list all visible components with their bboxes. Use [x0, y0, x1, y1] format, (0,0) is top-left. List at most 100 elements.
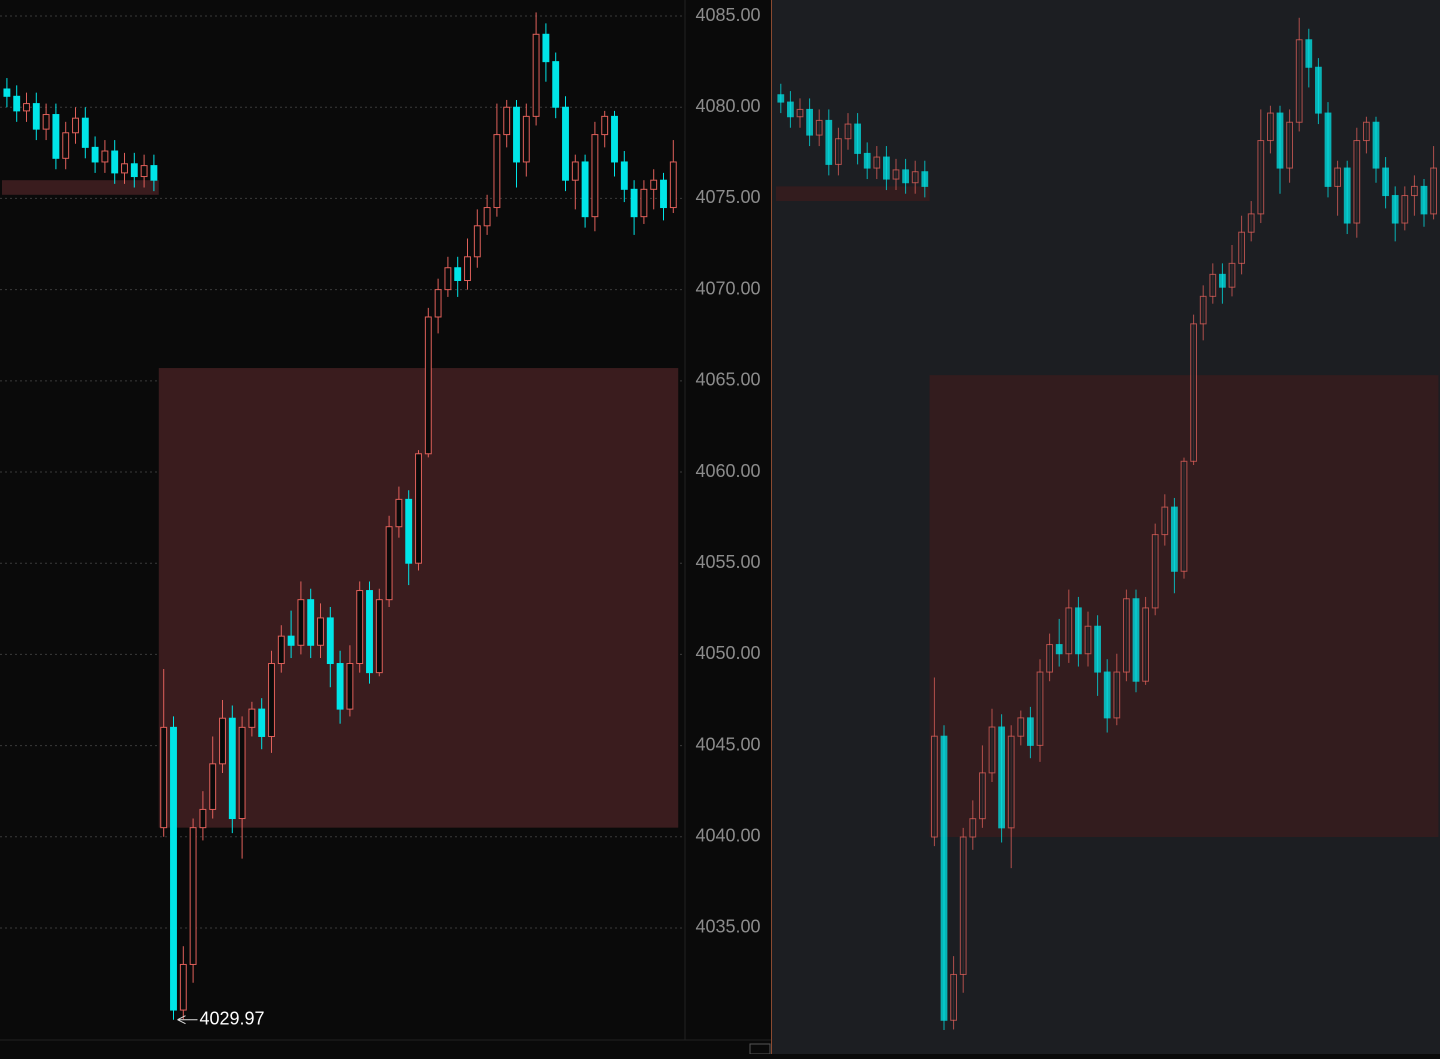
candle-body	[346, 663, 354, 710]
candle-body	[150, 165, 158, 181]
candle-body	[91, 146, 99, 163]
candle-body	[493, 134, 501, 209]
candle-body	[317, 617, 324, 646]
candle-body	[1305, 39, 1313, 68]
candle-body	[640, 188, 648, 218]
candle-body	[892, 169, 900, 180]
candle-body	[1247, 213, 1255, 233]
candle-body	[620, 161, 628, 190]
candle-body	[796, 108, 804, 118]
y-tick-label: 4065.00	[695, 370, 760, 390]
candle-body	[415, 453, 422, 564]
candle-body	[385, 526, 393, 601]
candle-body	[23, 103, 30, 112]
candle-body	[1401, 195, 1409, 224]
candle-body	[969, 818, 977, 838]
candle-body	[32, 103, 40, 130]
candle-body	[121, 163, 128, 174]
candle-body	[921, 171, 929, 187]
candle-body	[998, 726, 1005, 829]
candle-body	[787, 101, 794, 118]
candle-body	[1017, 717, 1025, 737]
candle-body	[1286, 121, 1293, 169]
candle-body	[854, 123, 861, 154]
candle-body	[931, 735, 938, 838]
candle-body	[806, 108, 813, 136]
candle-body	[1199, 295, 1207, 325]
candle-body	[1094, 625, 1101, 673]
candle-body	[1132, 598, 1140, 682]
y-tick-label: 4060.00	[695, 461, 760, 481]
candle-body	[940, 735, 948, 1021]
candle-body	[911, 171, 919, 184]
candle-body	[405, 498, 413, 564]
candle-body	[307, 599, 315, 646]
candle-body	[571, 161, 579, 181]
candle-body	[209, 763, 217, 810]
candle-body	[1027, 717, 1034, 746]
candle-body	[532, 33, 540, 117]
candle-body	[1103, 671, 1111, 719]
candle-body	[883, 156, 890, 180]
candle-body	[815, 119, 823, 136]
candle-body	[277, 635, 285, 665]
candle-body	[825, 119, 833, 165]
candle-body	[552, 61, 560, 108]
candle-body	[1055, 644, 1063, 655]
candle-body	[1430, 167, 1437, 215]
candle-body	[52, 114, 60, 159]
zone	[929, 375, 1439, 838]
candle-body	[1267, 112, 1274, 142]
candle-body	[62, 132, 70, 159]
candle-body	[1420, 185, 1428, 215]
candle-body	[179, 963, 187, 1011]
candle-body	[395, 498, 403, 528]
zone	[2, 180, 159, 195]
candle-body	[189, 827, 197, 965]
candle-body	[669, 161, 677, 209]
candle-body	[835, 138, 842, 165]
candle-body	[1372, 121, 1380, 169]
candle-body	[630, 188, 638, 218]
candle-body	[1123, 598, 1130, 673]
candle-body	[1151, 534, 1159, 609]
candle-body	[454, 267, 462, 282]
candle-body	[434, 289, 442, 318]
candle-body	[3, 88, 11, 97]
candle-body	[650, 179, 658, 190]
candle-body	[81, 117, 89, 148]
candle-body	[581, 161, 589, 218]
low-annotation: 4029.97	[200, 1008, 265, 1028]
y-tick-label: 4045.00	[695, 734, 760, 754]
candle-body	[1007, 735, 1015, 829]
candle-body	[1113, 671, 1121, 719]
candle-body	[1065, 607, 1073, 655]
candle-body	[601, 115, 609, 136]
y-tick-label: 4050.00	[695, 643, 760, 663]
zone	[776, 186, 930, 202]
candle-body	[611, 115, 618, 163]
candle-body	[777, 94, 785, 103]
y-tick-label: 4035.00	[695, 917, 760, 937]
y-tick-label: 4070.00	[695, 278, 760, 298]
candle-body	[336, 663, 344, 710]
candle-body	[140, 165, 148, 178]
candle-body	[42, 114, 50, 130]
candle-body	[1171, 506, 1178, 572]
candle-body	[297, 599, 305, 646]
candle-body	[248, 708, 256, 728]
candle-body	[660, 179, 667, 209]
candle-body	[522, 115, 530, 163]
candle-body	[375, 599, 383, 674]
candle-body	[1228, 262, 1236, 288]
candle-body	[1209, 273, 1217, 297]
candle-body	[258, 708, 266, 737]
candle-body	[1219, 273, 1226, 288]
candle-body	[1353, 140, 1361, 224]
candle-body	[1036, 671, 1044, 746]
candle-body	[1142, 607, 1149, 682]
candle-body	[228, 717, 236, 820]
candle-body	[1411, 185, 1418, 197]
candle-body	[483, 207, 491, 227]
